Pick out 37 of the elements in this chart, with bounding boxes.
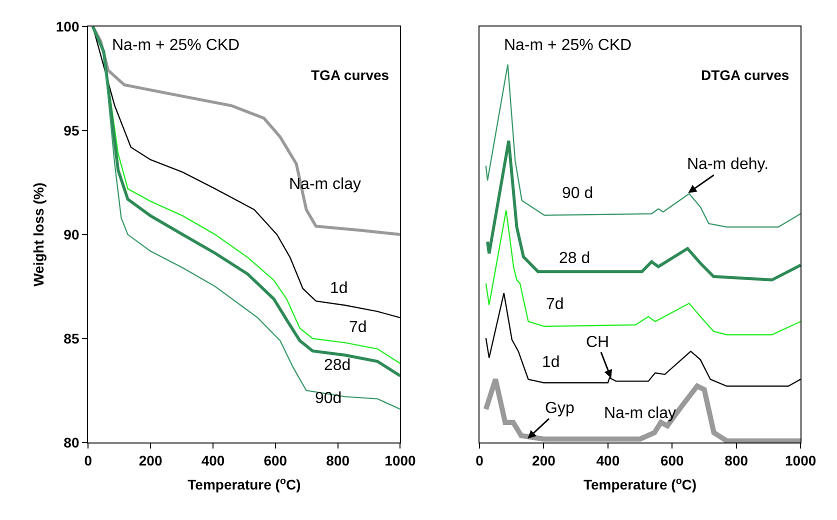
series-label: 7d bbox=[546, 296, 564, 313]
x-tick-label: 0 bbox=[84, 452, 92, 468]
series-label: 7d bbox=[349, 319, 367, 336]
y-tick-label: 90 bbox=[64, 226, 80, 242]
x-tick-label: 0 bbox=[476, 452, 484, 468]
y-tick-label: 80 bbox=[64, 434, 80, 450]
x-tick-label: 200 bbox=[532, 452, 556, 468]
x-tick-label: 400 bbox=[201, 452, 225, 468]
x-tick-label: 800 bbox=[724, 452, 748, 468]
series-label: 28 d bbox=[559, 250, 590, 267]
x-tick-label: 200 bbox=[138, 452, 162, 468]
x-axis-title: Temperature ($^{o}$C) bbox=[188, 476, 301, 493]
chart-title: Na-m + 25% CKD bbox=[504, 37, 632, 54]
annotation: Na-m dehy. bbox=[687, 156, 769, 173]
y-tick-label: 95 bbox=[64, 122, 80, 138]
chart-subtitle: DTGA curves bbox=[701, 67, 790, 83]
series-label: 1d bbox=[330, 280, 348, 297]
annotation: Gyp bbox=[545, 400, 574, 417]
x-tick-label: 1000 bbox=[784, 452, 816, 468]
series-label: Na-m clay bbox=[604, 405, 676, 422]
x-tick-label: 400 bbox=[596, 452, 620, 468]
y-axis-title: Weight loss (%) bbox=[30, 182, 46, 287]
series-label: 1d bbox=[542, 354, 560, 371]
text: TGA curves bbox=[311, 67, 390, 83]
y-tick-label: 100 bbox=[56, 18, 80, 35]
x-tick-label: 800 bbox=[326, 452, 350, 468]
annotation: CH bbox=[586, 334, 610, 351]
x-tick-label: 600 bbox=[660, 452, 684, 468]
x-axis-title: Temperature ($^{o}$C) bbox=[583, 476, 697, 493]
text: Na-m + 25% CKD bbox=[112, 37, 240, 54]
series-label: Na-m clay bbox=[289, 176, 362, 193]
y-tick-label: 85 bbox=[64, 330, 80, 346]
series-label: 90 d bbox=[562, 185, 594, 202]
x-tick-label: 600 bbox=[264, 452, 288, 468]
series-label: 28d bbox=[324, 357, 351, 374]
x-tick-label: 1000 bbox=[384, 452, 416, 468]
series-label: 90d bbox=[315, 390, 342, 407]
